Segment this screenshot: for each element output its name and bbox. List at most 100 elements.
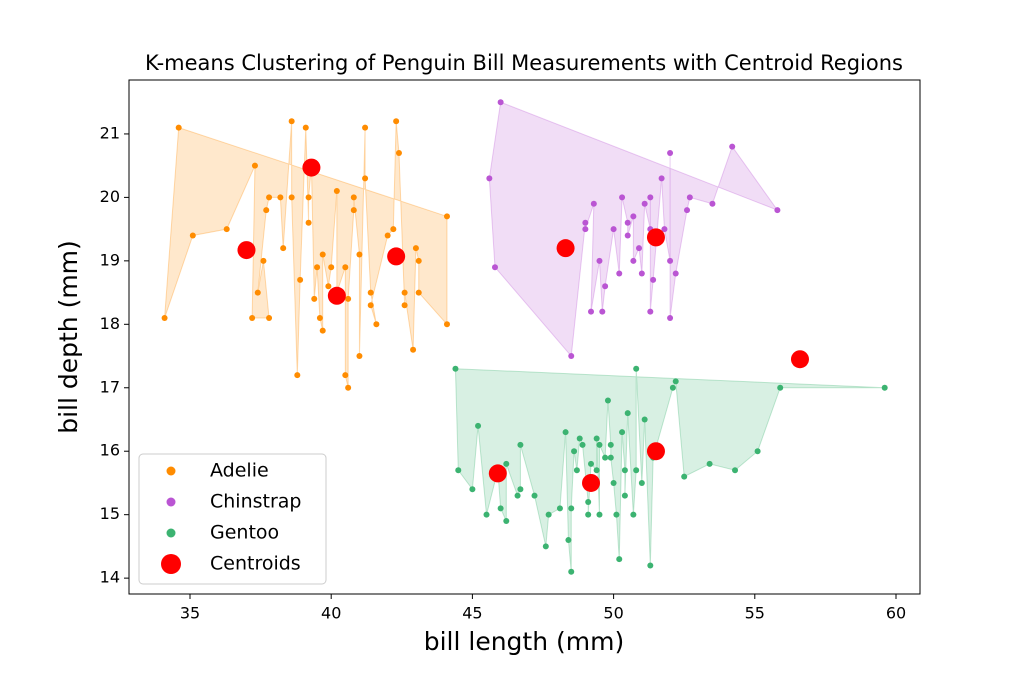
x-tick-label: 60	[886, 604, 906, 623]
point	[175, 124, 182, 131]
point	[356, 353, 363, 360]
point	[223, 226, 230, 233]
point	[579, 441, 586, 448]
point	[732, 467, 739, 474]
point	[588, 308, 595, 315]
point	[266, 194, 273, 201]
point	[280, 245, 287, 252]
point	[350, 194, 357, 201]
point	[633, 467, 640, 474]
point	[443, 321, 450, 328]
point	[596, 257, 603, 264]
point	[345, 384, 352, 391]
point	[395, 149, 402, 156]
point	[189, 232, 196, 239]
point	[497, 99, 504, 106]
point	[556, 505, 563, 512]
x-axis-label: bill length (mm)	[424, 627, 625, 656]
point	[469, 486, 476, 493]
point	[790, 350, 809, 369]
x-tick-label: 35	[180, 604, 200, 623]
point	[610, 226, 617, 233]
point	[621, 467, 628, 474]
point	[249, 314, 256, 321]
point	[393, 118, 400, 125]
point	[630, 511, 637, 518]
chart-title: K-means Clustering of Penguin Bill Measu…	[145, 51, 903, 75]
point	[667, 257, 674, 264]
y-axis-label: bill depth (mm)	[54, 240, 83, 434]
point	[237, 241, 256, 260]
point	[305, 194, 312, 201]
point	[384, 232, 391, 239]
point	[350, 207, 357, 214]
y-tick-label: 16	[100, 441, 120, 460]
point	[401, 289, 408, 296]
point	[542, 543, 549, 550]
point	[667, 314, 674, 321]
point	[483, 511, 490, 518]
point	[613, 511, 620, 518]
point	[599, 308, 606, 315]
point	[576, 435, 583, 442]
point	[729, 143, 736, 150]
point	[585, 511, 592, 518]
point	[588, 460, 595, 467]
point	[686, 194, 693, 201]
point	[266, 314, 273, 321]
point	[277, 194, 284, 201]
point	[633, 365, 640, 372]
y-tick-label: 14	[100, 568, 120, 587]
point	[415, 257, 422, 264]
x-tick-label: 40	[321, 604, 341, 623]
point	[327, 286, 346, 305]
point	[646, 228, 665, 247]
point	[305, 219, 312, 226]
x-tick-label: 45	[462, 604, 482, 623]
legend: Adelie Chinstrap Gentoo Centroids	[138, 453, 327, 585]
point	[263, 207, 270, 214]
point	[774, 207, 781, 214]
y-tick-label: 19	[100, 250, 120, 269]
point	[684, 207, 691, 214]
point	[647, 308, 654, 315]
point	[545, 511, 552, 518]
point	[661, 226, 668, 233]
point	[455, 467, 462, 474]
legend-marker	[166, 466, 176, 476]
point	[571, 448, 578, 455]
point	[638, 479, 645, 486]
point	[497, 505, 504, 512]
point	[667, 149, 674, 156]
point	[658, 175, 665, 182]
point	[161, 314, 168, 321]
point	[443, 213, 450, 220]
point	[616, 270, 623, 277]
point	[647, 194, 654, 201]
point	[333, 188, 340, 195]
point	[517, 441, 524, 448]
point	[488, 464, 507, 483]
point	[517, 486, 524, 493]
point	[602, 283, 609, 290]
point	[647, 562, 654, 569]
point	[452, 365, 459, 372]
legend-marker	[166, 528, 176, 538]
point	[294, 372, 301, 379]
point	[573, 467, 580, 474]
y-tick-label: 20	[100, 187, 120, 206]
point	[514, 492, 521, 499]
point	[596, 441, 603, 448]
point	[619, 429, 626, 436]
y-tick-label: 18	[100, 314, 120, 333]
point	[672, 270, 679, 277]
point	[373, 321, 380, 328]
point	[672, 378, 679, 385]
point	[302, 124, 309, 131]
point	[650, 276, 657, 283]
cluster-region	[488, 101, 779, 358]
x-tick-label: 50	[603, 604, 623, 623]
point	[610, 479, 617, 486]
point	[624, 232, 631, 239]
legend-marker	[166, 497, 176, 507]
